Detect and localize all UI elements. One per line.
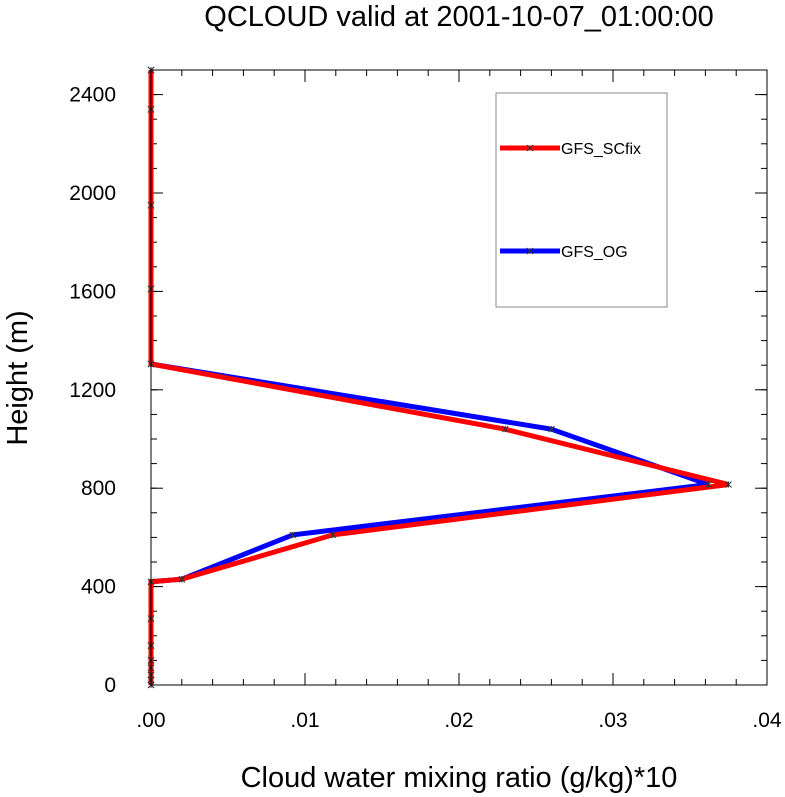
data-point: [725, 481, 732, 488]
data-point: [501, 425, 509, 433]
x-tick-label: .00: [136, 709, 165, 732]
legend-items: GFS_SCfix GFS_OG: [500, 141, 641, 261]
x-tick-labels: .00 .01 .02 .03 .04: [136, 709, 782, 732]
y-tick-label: 1200: [69, 379, 116, 402]
x-tick-label: .04: [752, 709, 782, 732]
y-tick-label: 1600: [69, 280, 116, 303]
y-tick-label: 2400: [69, 84, 116, 107]
legend-label: GFS_OG: [561, 244, 628, 261]
y-tick-label: 0: [104, 674, 116, 697]
y-tick-labels: 0 400 800 1200 1600 2000 2400: [69, 84, 116, 697]
y-tick-label: 2000: [69, 182, 116, 205]
legend-label: GFS_SCfix: [561, 141, 641, 158]
legend: GFS_SCfix GFS_OG: [495, 92, 668, 308]
plot-frame: [150, 69, 768, 686]
data-point: [705, 481, 712, 488]
x-axis-label: Cloud water mixing ratio (g/kg)*10: [241, 762, 678, 794]
x-tick-label: .03: [598, 709, 627, 732]
x-tick-label: .02: [444, 709, 473, 732]
y-axis-label: Height (m): [2, 310, 34, 445]
legend-marker: [526, 247, 534, 255]
legend-marker: [526, 144, 534, 152]
data-point: [289, 531, 297, 539]
y-tick-label: 800: [81, 477, 116, 500]
y-tick-label: 400: [81, 576, 116, 599]
chart-title: QCLOUD valid at 2001-10-07_01:00:00: [204, 1, 713, 33]
data-point: [329, 531, 337, 539]
data-point: [548, 425, 555, 433]
x-tick-label: .01: [290, 709, 319, 732]
legend-box: [495, 92, 668, 308]
data-point: [178, 575, 186, 583]
